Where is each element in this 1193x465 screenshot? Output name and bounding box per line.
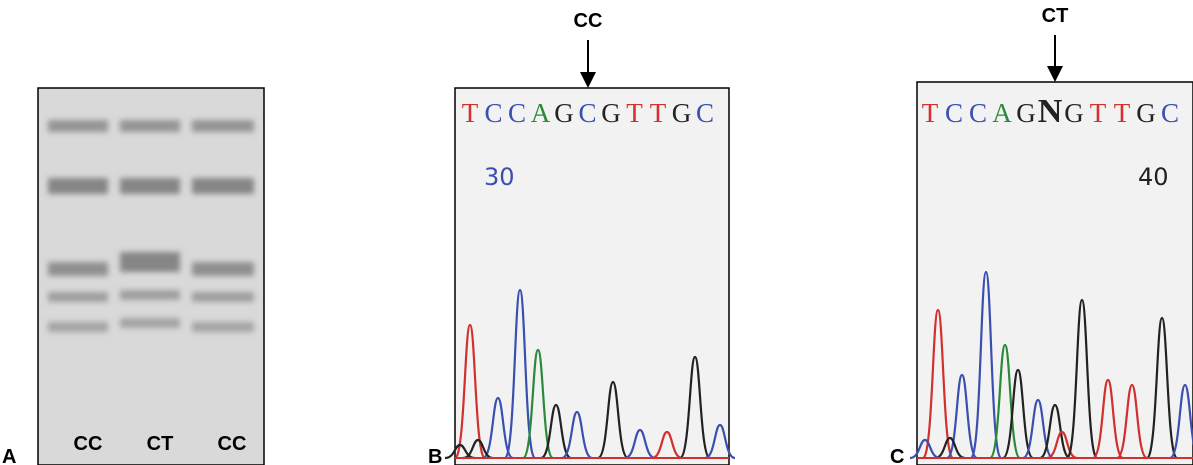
- trace-peak: [453, 323, 487, 460]
- trace-peak: [462, 438, 494, 460]
- base-letter: C: [696, 98, 714, 128]
- genotype-label: CC: [574, 10, 603, 32]
- trace-peak: [444, 443, 476, 460]
- trace-peak: [678, 355, 712, 460]
- base-letter: A: [992, 98, 1012, 128]
- trace-peak: [503, 288, 537, 460]
- trace-peak: [921, 308, 955, 460]
- base-letter: T: [1114, 98, 1131, 128]
- base-letter: C: [508, 98, 526, 128]
- base-letter: C: [1161, 98, 1179, 128]
- genotype-label: CT: [1042, 5, 1069, 27]
- trace-peak: [1115, 383, 1149, 460]
- chromatogram-frame: [916, 81, 1193, 465]
- lane-label: CC: [218, 433, 247, 455]
- position-label: 30: [484, 163, 515, 191]
- base-letter: T: [626, 98, 643, 128]
- trace-peak: [934, 436, 966, 460]
- base-letter: G: [1016, 98, 1036, 128]
- lane-label: CC: [74, 433, 103, 455]
- panel-label: A: [2, 446, 16, 465]
- base-letter: N: [1038, 93, 1063, 130]
- trace-peak: [704, 423, 736, 460]
- base-letter: A: [531, 98, 551, 128]
- base-letter: T: [462, 98, 479, 128]
- gel-bands: [48, 120, 254, 332]
- base-letter: G: [554, 98, 574, 128]
- arrow-head: [1047, 66, 1063, 82]
- trace-peak: [651, 430, 683, 460]
- trace-peak: [561, 410, 593, 460]
- base-letter: C: [484, 98, 502, 128]
- base-letter: C: [969, 98, 987, 128]
- base-letter: G: [1064, 98, 1084, 128]
- gel-panel: CC CT CC A: [2, 87, 265, 465]
- gel-frame: [37, 87, 265, 465]
- base-letter: G: [672, 98, 692, 128]
- trace-peak: [1001, 368, 1035, 460]
- trace-peak: [596, 380, 630, 460]
- trace-peak: [1145, 316, 1179, 460]
- panel-label: C: [890, 446, 904, 465]
- base-letter: C: [945, 98, 963, 128]
- trace-peak: [482, 396, 514, 460]
- trace-peak: [521, 348, 555, 460]
- trace-peak: [540, 403, 572, 460]
- trace-peak: [1091, 378, 1125, 460]
- trace-peak: [1039, 403, 1071, 460]
- trace-peak: [969, 270, 1003, 460]
- trace-peak: [988, 343, 1022, 460]
- trace-peak: [909, 438, 941, 460]
- arrow-head: [580, 72, 596, 88]
- base-letter: G: [1136, 98, 1156, 128]
- trace-peak: [1065, 298, 1099, 460]
- base-letter: T: [922, 98, 939, 128]
- lane-label: CT: [147, 433, 174, 455]
- base-letter: C: [578, 98, 596, 128]
- position-label: 40: [1138, 163, 1169, 191]
- chromatogram-frame: [454, 87, 730, 465]
- base-letter: G: [601, 98, 621, 128]
- trace-peak: [1168, 383, 1193, 460]
- base-letter: T: [650, 98, 667, 128]
- panel-label: B: [428, 446, 442, 465]
- base-letter: T: [1090, 98, 1107, 128]
- trace-peak: [624, 428, 656, 460]
